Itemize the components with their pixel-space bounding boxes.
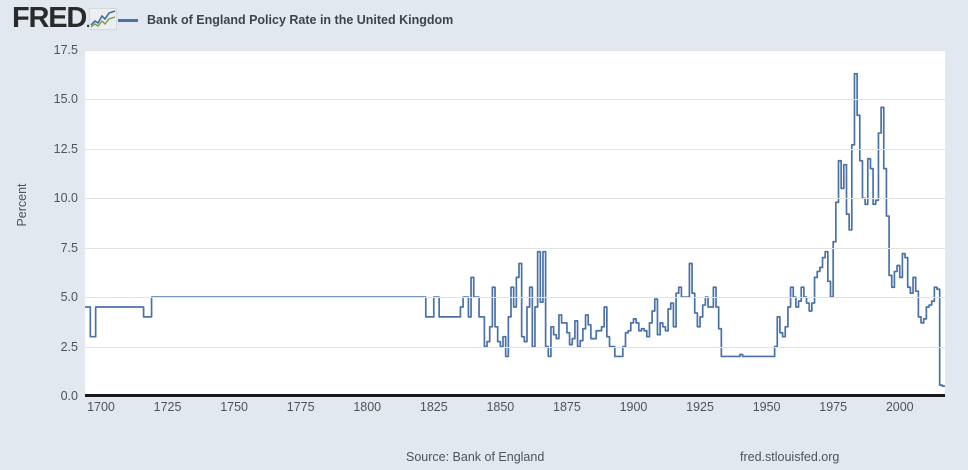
fred-url-note: fred.stlouisfed.org bbox=[740, 450, 840, 464]
sparkline-icon bbox=[89, 8, 117, 30]
x-tick-label-1850: 1850 bbox=[486, 400, 515, 414]
x-tick-label-1925: 1925 bbox=[686, 400, 714, 414]
gridline-y-10.0 bbox=[85, 198, 945, 200]
y-tick-label-12.5: 12.5 bbox=[53, 141, 78, 156]
gridline-y-17.5 bbox=[85, 50, 945, 51]
fred-logo-dot: . bbox=[86, 14, 90, 31]
y-tick-label-10.0: 10.0 bbox=[53, 191, 78, 206]
y-tick-label-2.5: 2.5 bbox=[60, 339, 78, 354]
x-tick-label-1750: 1750 bbox=[220, 400, 248, 414]
y-tick-label-5.0: 5.0 bbox=[60, 290, 78, 305]
plot-area bbox=[85, 50, 945, 396]
x-tick-label-1950: 1950 bbox=[752, 400, 781, 414]
legend-color-swatch bbox=[118, 18, 138, 22]
x-tick-label-1775: 1775 bbox=[286, 400, 315, 414]
gridline-y-2.5 bbox=[85, 346, 945, 348]
fred-logo: FRED. bbox=[12, 2, 90, 37]
x-tick-label-1875: 1875 bbox=[553, 400, 581, 414]
x-tick-label-1825: 1825 bbox=[419, 400, 448, 414]
x-tick-label-1975: 1975 bbox=[819, 400, 848, 414]
y-axis: Percent 0.0 2.5 5.0 7.5 10.0 12.5 15.0 17.5 bbox=[0, 0, 78, 470]
gridline-y-5.0 bbox=[85, 297, 945, 299]
x-tick-label-2000: 2000 bbox=[885, 400, 914, 414]
x-tick-label-1800: 1800 bbox=[353, 400, 382, 414]
chart-legend: Bank of England Policy Rate in the Unite… bbox=[118, 10, 453, 30]
series-line-bank-of-england-policy-rate bbox=[85, 72, 945, 387]
y-tick-label-15.0: 15.0 bbox=[53, 92, 78, 107]
chart-header: FRED. Bank of England Policy Rate in the… bbox=[0, 0, 968, 38]
fred-logo-text: FRED bbox=[12, 2, 87, 34]
gridline-y-7.5 bbox=[85, 247, 945, 249]
y-tick-label-7.5: 7.5 bbox=[60, 240, 78, 255]
x-axis-line bbox=[85, 394, 945, 397]
x-tick-label-1700: 1700 bbox=[87, 400, 115, 414]
y-tick-label-0.0: 0.0 bbox=[60, 389, 78, 403]
x-tick-label-1900: 1900 bbox=[619, 400, 648, 414]
source-note: Source: Bank of England bbox=[406, 450, 545, 464]
legend-series-label: Bank of England Policy Rate in the Unite… bbox=[147, 13, 454, 27]
gridline-y-12.5 bbox=[85, 148, 945, 150]
gridline-y-15.0 bbox=[85, 99, 945, 101]
x-tick-label-1725: 1725 bbox=[153, 400, 182, 414]
y-tick-label-17.5: 17.5 bbox=[53, 43, 78, 57]
